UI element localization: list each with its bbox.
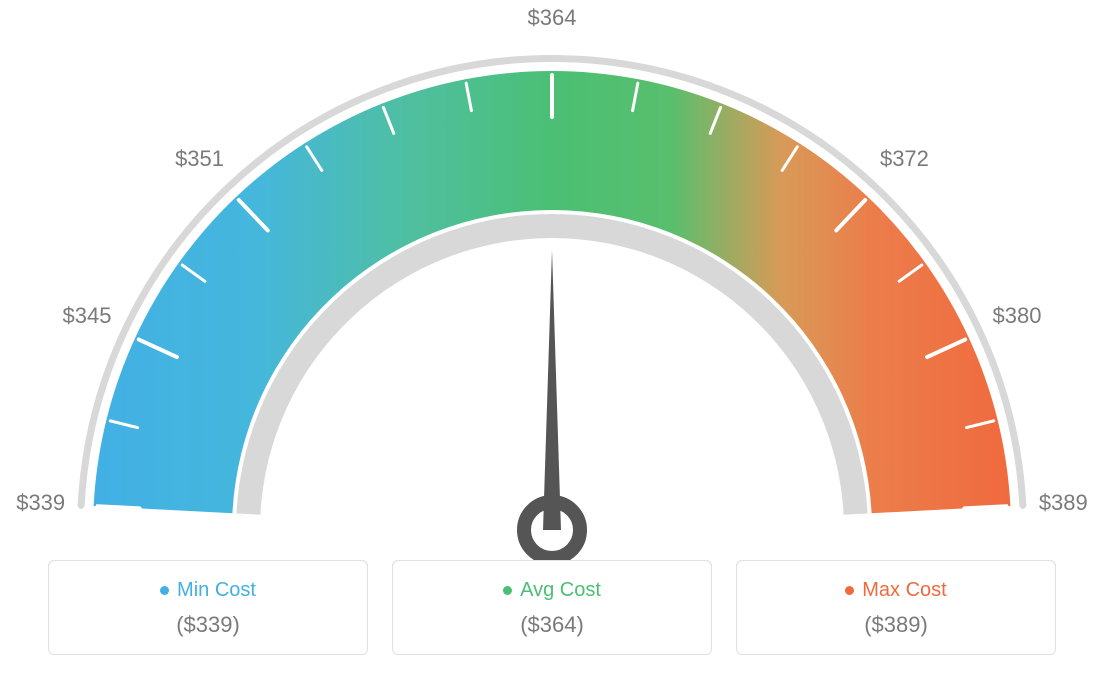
legend-title-avg: Avg Cost bbox=[503, 579, 601, 602]
legend-label-avg: Avg Cost bbox=[520, 579, 601, 602]
legend-card-min: Min Cost ($339) bbox=[48, 560, 368, 655]
legend-dot-max bbox=[845, 586, 854, 595]
legend-dot-avg bbox=[503, 586, 512, 595]
gauge-svg bbox=[0, 0, 1104, 560]
gauge-tick-label: $339 bbox=[16, 490, 65, 516]
legend-card-max: Max Cost ($389) bbox=[736, 560, 1056, 655]
legend-value-min: ($339) bbox=[61, 612, 355, 638]
gauge-tick-label: $345 bbox=[63, 303, 112, 329]
gauge-tick-label: $372 bbox=[880, 146, 929, 172]
legend-label-max: Max Cost bbox=[862, 579, 946, 602]
legend-value-max: ($389) bbox=[749, 612, 1043, 638]
gauge-tick-label: $351 bbox=[175, 146, 224, 172]
legend-value-avg: ($364) bbox=[405, 612, 699, 638]
legend-card-avg: Avg Cost ($364) bbox=[392, 560, 712, 655]
cost-gauge-chart: $339 $345 $351 $364 $372 $380 $389 bbox=[0, 0, 1104, 560]
legend-dot-min bbox=[160, 586, 169, 595]
legend-title-min: Min Cost bbox=[160, 579, 256, 602]
gauge-tick-label: $364 bbox=[528, 5, 577, 31]
gauge-tick-label: $389 bbox=[1039, 490, 1088, 516]
legend-row: Min Cost ($339) Avg Cost ($364) Max Cost… bbox=[0, 560, 1104, 655]
legend-label-min: Min Cost bbox=[177, 579, 256, 602]
gauge-tick-label: $380 bbox=[992, 303, 1041, 329]
legend-title-max: Max Cost bbox=[845, 579, 946, 602]
